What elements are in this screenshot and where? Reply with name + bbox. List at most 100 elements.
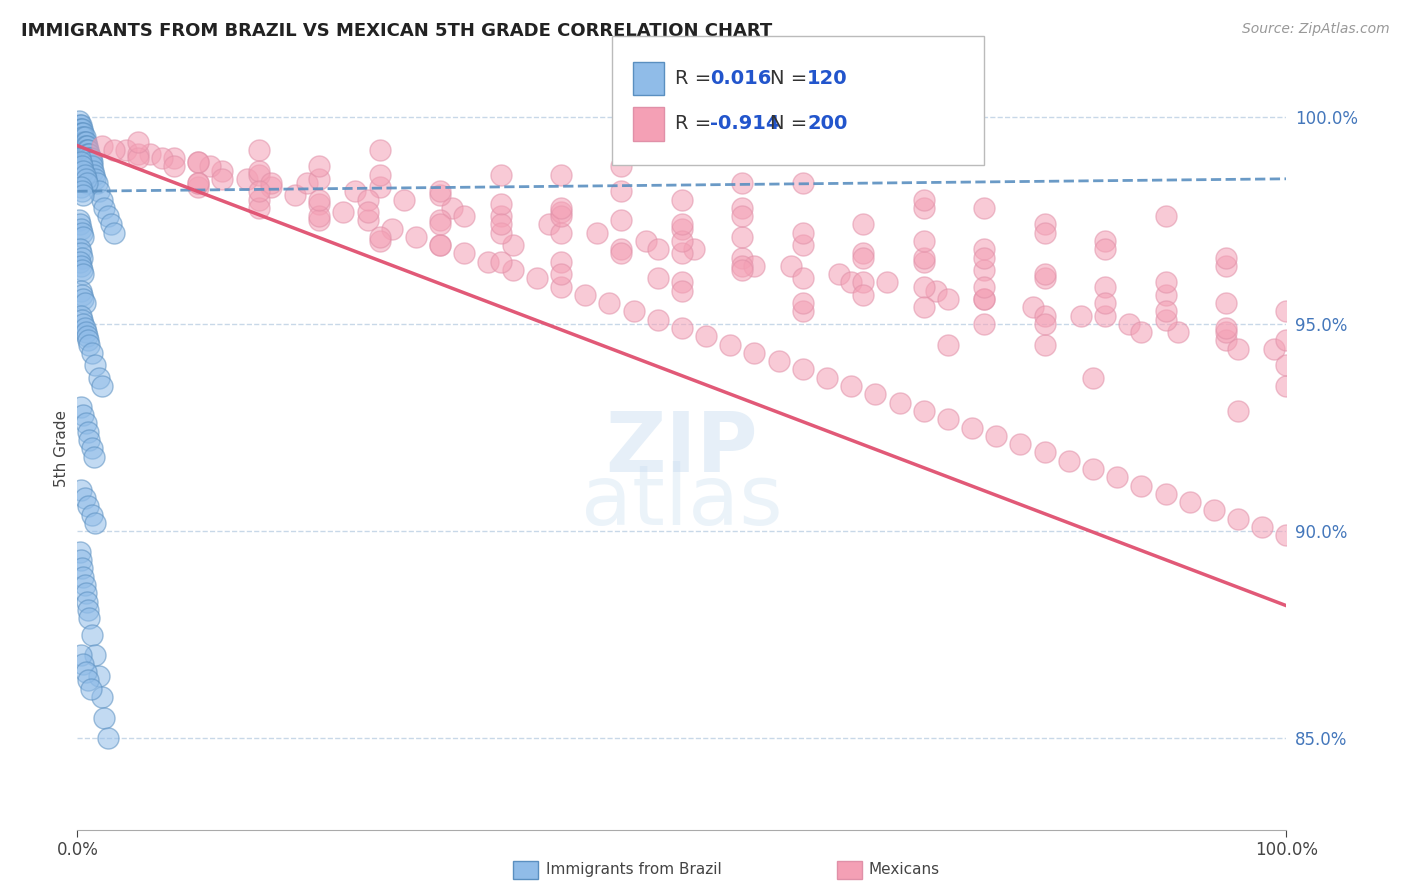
- Point: [73, 143, 96, 157]
- Point: [356, 205, 378, 219]
- Point: [671, 284, 693, 298]
- Point: [79, 151, 101, 165]
- Point: [77, 143, 100, 157]
- Point: [1227, 342, 1250, 356]
- Text: R =: R =: [675, 69, 717, 88]
- Point: [1275, 379, 1298, 393]
- Point: [90, 193, 112, 207]
- Text: R =: R =: [675, 114, 717, 134]
- Point: [429, 184, 451, 198]
- Point: [70, 263, 93, 277]
- Point: [72, 138, 94, 153]
- Text: atlas: atlas: [581, 461, 783, 542]
- Point: [852, 276, 875, 290]
- Point: [731, 259, 754, 273]
- Point: [76, 138, 98, 153]
- Point: [67, 113, 90, 128]
- Point: [718, 337, 741, 351]
- Point: [87, 669, 110, 683]
- Point: [1251, 520, 1274, 534]
- Point: [586, 226, 609, 240]
- Point: [1215, 259, 1237, 273]
- Point: [792, 226, 814, 240]
- Point: [211, 163, 233, 178]
- Point: [852, 288, 875, 302]
- Point: [247, 201, 270, 215]
- Point: [90, 690, 112, 704]
- Point: [936, 292, 959, 306]
- Point: [67, 213, 90, 227]
- Point: [852, 246, 875, 260]
- Point: [1118, 317, 1140, 331]
- Point: [610, 246, 633, 260]
- Point: [69, 151, 91, 165]
- Point: [936, 412, 959, 426]
- Point: [1033, 317, 1056, 331]
- Point: [163, 160, 186, 174]
- Point: [114, 143, 136, 157]
- Point: [75, 143, 97, 157]
- Point: [235, 171, 257, 186]
- Point: [70, 288, 93, 302]
- Point: [75, 135, 97, 149]
- Point: [80, 160, 103, 174]
- Point: [80, 628, 103, 642]
- Point: [429, 218, 451, 232]
- Point: [731, 230, 754, 244]
- Point: [912, 234, 935, 248]
- Point: [70, 226, 93, 240]
- Point: [502, 263, 524, 277]
- Point: [103, 226, 125, 240]
- Point: [1094, 309, 1116, 323]
- Point: [76, 594, 98, 608]
- Point: [779, 259, 801, 273]
- Text: Source: ZipAtlas.com: Source: ZipAtlas.com: [1241, 22, 1389, 37]
- Point: [139, 147, 162, 161]
- Point: [453, 246, 475, 260]
- Point: [82, 163, 104, 178]
- Point: [70, 118, 93, 132]
- Point: [368, 168, 391, 182]
- Point: [308, 213, 330, 227]
- Point: [960, 420, 983, 434]
- Point: [260, 180, 283, 194]
- Point: [912, 201, 935, 215]
- Point: [839, 379, 862, 393]
- Point: [87, 371, 110, 385]
- Point: [83, 168, 105, 182]
- Point: [69, 122, 91, 136]
- Point: [96, 209, 118, 223]
- Point: [429, 188, 451, 202]
- Point: [925, 284, 948, 298]
- Point: [77, 334, 100, 348]
- Point: [550, 209, 572, 223]
- Point: [247, 184, 270, 198]
- Text: N =: N =: [770, 114, 814, 134]
- Point: [1202, 503, 1225, 517]
- Point: [75, 171, 97, 186]
- Point: [647, 242, 669, 256]
- Point: [79, 155, 101, 169]
- Point: [70, 122, 93, 136]
- Point: [839, 276, 862, 290]
- Point: [84, 171, 107, 186]
- Point: [912, 279, 935, 293]
- Point: [489, 226, 512, 240]
- Point: [1033, 218, 1056, 232]
- Point: [973, 201, 995, 215]
- Point: [973, 292, 995, 306]
- Point: [356, 193, 378, 207]
- Point: [72, 130, 94, 145]
- Point: [1215, 296, 1237, 310]
- Point: [368, 230, 391, 244]
- Point: [75, 325, 97, 339]
- Point: [731, 251, 754, 265]
- Point: [72, 408, 94, 422]
- Point: [70, 126, 93, 140]
- Point: [76, 329, 98, 343]
- Point: [70, 483, 93, 497]
- Point: [1057, 453, 1080, 467]
- Point: [80, 508, 103, 522]
- Point: [70, 284, 93, 298]
- Point: [77, 151, 100, 165]
